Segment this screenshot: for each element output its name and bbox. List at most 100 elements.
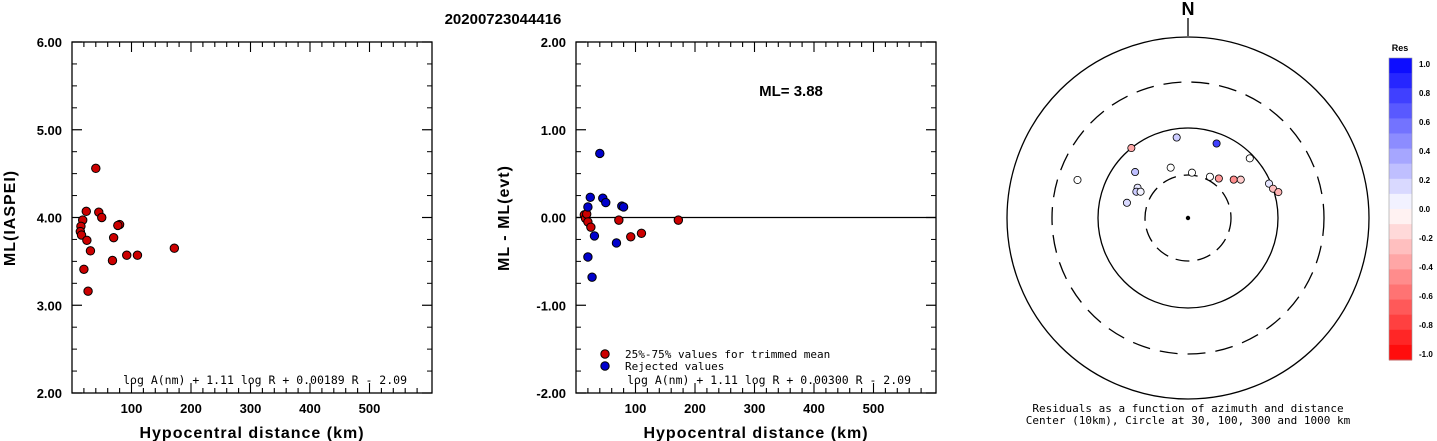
ml-ytick-label: 6.00 [37,35,62,50]
ml-data-point [85,246,96,256]
ml-ytick-label: 5.00 [37,123,62,138]
station-residual-marker [1245,154,1254,163]
colorbar-tick-label: 0.2 [1419,176,1431,185]
ml-data-point [97,212,107,223]
ml-residual-panel: -2.00 -1.00 0.00 1.00 2.00 100 200 300 400 500 ML… [496,35,937,441]
ml-data-point [83,286,93,296]
map-caption-line2: Center (10km), Circle at 30, 100, 300 an… [1026,414,1351,427]
res-data-point [589,231,600,241]
colorbar-tick-label: -0.6 [1419,292,1433,301]
colorbar-tick-label: 0.0 [1419,205,1431,214]
legend-label-trimmed: 25%-75% values for trimmed mean [625,348,830,361]
colorbar-frame [1388,57,1413,361]
ml-data-point [79,264,89,274]
colorbar-tick-label: -0.8 [1419,321,1433,330]
colorbar-cell [1389,193,1412,210]
colorbar-cell [1389,58,1412,74]
colorbar-cell [1389,344,1412,361]
ml-ytick-label: 3.00 [37,298,62,313]
azimuth-residual-map: N Residuals as a function of azimuth and… [1006,0,1370,427]
res-data-point [636,228,647,238]
colorbar-cell [1389,239,1412,255]
ml-data-point [82,235,92,246]
epicenter-marker [1185,215,1191,221]
res-data-point [626,232,636,242]
figure-title: 20200723044416 [445,11,562,28]
colorbar-cell [1389,284,1412,301]
station-residual-marker [1187,168,1196,177]
legend-marker-rejected [600,361,610,371]
res-data-point [583,252,593,262]
station-residual-marker [1136,187,1145,196]
res-xtick-label: 200 [684,401,706,416]
ml-data-point [132,250,143,260]
colorbar-cell [1389,209,1412,225]
circle-100km [1097,127,1279,309]
ml-data-point [108,232,119,243]
res-xtick-label: 300 [744,401,766,416]
x-axis-title-residual: Hypocentral distance (km) [643,425,868,441]
res-data-point [595,148,605,159]
station-residual-marker [1205,172,1214,181]
colorbar-cell [1389,269,1412,285]
plot-frame-ml [71,41,433,394]
residual-colorbar: Res 1.0 0.8 0.6 0.4 0.2 0.0 -0.2 -0.4 -0.6 -0.8 -1… [1388,43,1433,361]
colorbar-cell [1389,88,1412,104]
legend-marker-trimmed [600,349,610,359]
colorbar-cell [1389,314,1412,331]
legend-label-rejected: Rejected values [625,360,724,373]
res-data-point [601,197,611,208]
res-data-point [585,192,595,203]
station-residual-marker [1073,175,1082,184]
colorbar-cell [1389,118,1412,134]
north-label: N [1182,0,1195,19]
colorbar-tick-label: 0.8 [1419,89,1431,98]
x-axis-title-ml: Hypocentral distance (km) [139,425,364,441]
colorbar-tick-label: 1.0 [1419,60,1431,69]
station-residual-marker [1236,175,1245,184]
res-xtick-label: 400 [803,401,825,416]
colorbar-cell [1389,73,1412,89]
ml-xtick-label: 100 [121,401,143,416]
station-residual-marker [1172,133,1181,142]
ml-data-point [122,250,132,260]
ml-data-point [91,163,101,174]
res-xtick-label: 100 [625,401,647,416]
circle-300km [1051,81,1325,355]
res-ytick-label: 2.00 [541,35,566,50]
station-residual-marker [1127,144,1136,153]
colorbar-tick-label: 0.4 [1419,147,1431,156]
map-caption-line1: Residuals as a function of azimuth and d… [1032,402,1343,415]
ml-data-point [81,206,91,217]
ml-ytick-label: 4.00 [37,211,62,226]
res-data-point [587,272,597,282]
ml-xtick-label: 200 [180,401,202,416]
colorbar-cell [1389,254,1412,270]
res-ytick-label: -1.00 [536,298,566,313]
colorbar-tick-label: -0.4 [1419,263,1433,272]
res-data-point [618,202,629,212]
ml-xtick-label: 400 [299,401,321,416]
y-axis-title-residual: ML - ML(evt) [496,165,513,271]
res-data-point [673,215,684,225]
ml-formula: log A(nm) + 1.11 log R + 0.00189 R - 2.0… [123,373,407,387]
res-ytick-label: 1.00 [541,123,566,138]
colorbar-cell [1389,133,1412,150]
circle-30km [1144,174,1232,262]
station-residual-marker [1274,188,1283,197]
ml-data-point [113,220,123,231]
colorbar-cell [1389,299,1412,316]
ml-data-point [107,255,118,266]
ml-xtick-label: 500 [359,401,381,416]
res-data-point [586,222,596,232]
colorbar-cell [1389,224,1412,240]
res-ytick-label: 0.00 [541,211,566,226]
ml-iaspei-panel: 2.00 3.00 4.00 5.00 6.00 100 200 300 400 500 Hypo… [2,35,433,441]
res-data-point [614,215,624,225]
station-residual-marker [1265,179,1274,188]
ml-data-point [169,243,180,253]
ml-value-annotation: ML= 3.88 [759,83,823,100]
station-residual-marker [1212,139,1221,148]
colorbar-cell [1389,148,1412,165]
